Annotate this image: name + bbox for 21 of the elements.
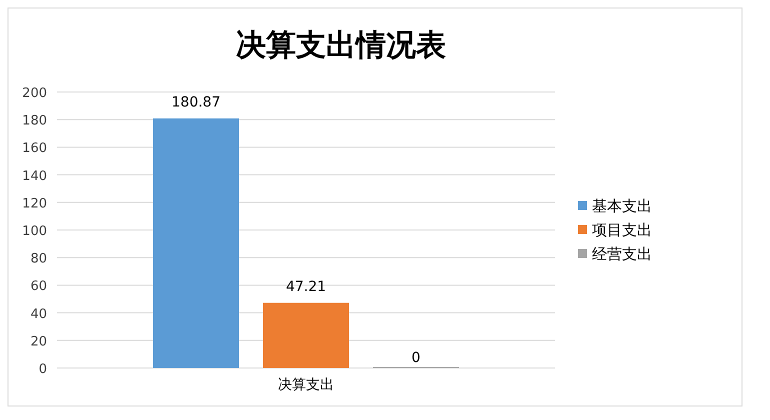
data-label: 47.21	[286, 278, 326, 295]
y-tick-label: 40	[30, 306, 47, 322]
y-tick-label: 0	[38, 362, 47, 377]
y-tick-label: 60	[30, 279, 47, 294]
legend-label: 项目支出	[592, 221, 652, 239]
data-label: 180.87	[172, 94, 220, 110]
legend-label: 经营支出	[592, 245, 652, 263]
y-tick-label: 180	[22, 114, 47, 129]
x-tick-label: 决算支出	[278, 377, 334, 393]
y-tick-label: 80	[30, 252, 47, 267]
y-tick-label: 100	[22, 224, 47, 239]
bar	[263, 302, 349, 368]
y-tick-label: 20	[30, 334, 47, 350]
bar	[153, 118, 239, 368]
y-tick-label: 140	[22, 168, 47, 184]
legend-label: 基本支出	[592, 197, 652, 215]
y-tick-label: 120	[22, 196, 47, 212]
chart-title: 决算支出情况表	[236, 28, 446, 63]
data-label: 0	[412, 350, 420, 366]
y-tick-label: 160	[22, 141, 47, 156]
y-tick-label: 200	[22, 86, 47, 101]
